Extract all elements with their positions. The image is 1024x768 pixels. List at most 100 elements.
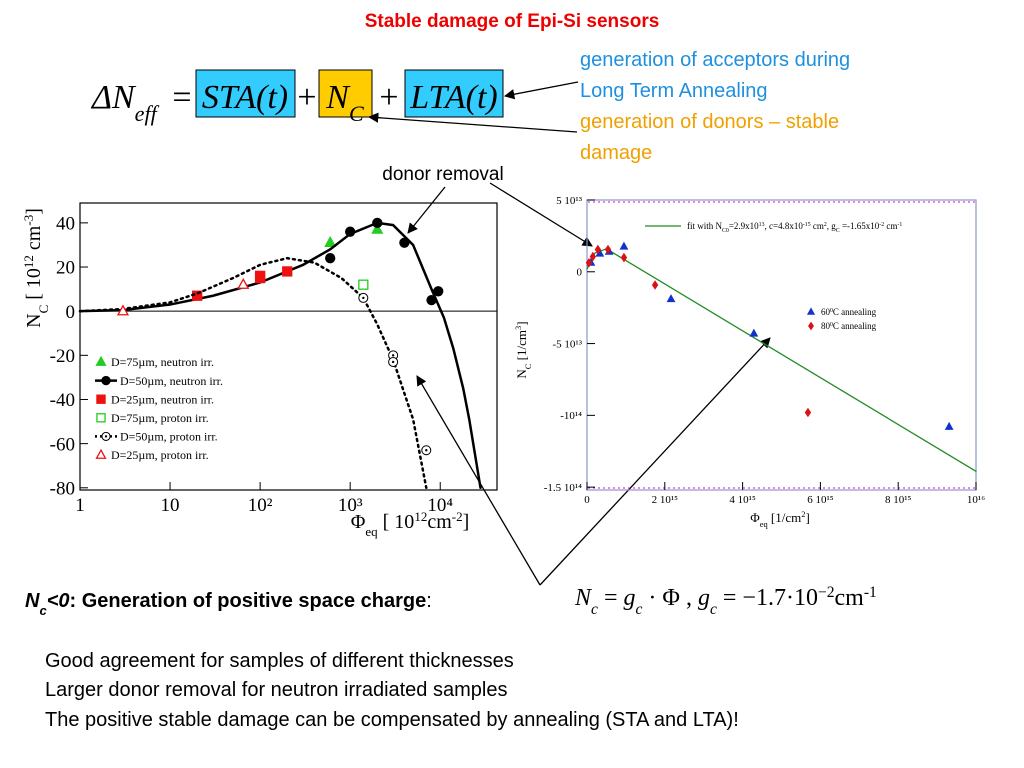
y-tick-label: 20 <box>56 258 75 279</box>
text-part: eff <box>135 101 160 126</box>
marker <box>651 280 659 290</box>
legend-label: 800C annealing <box>821 321 877 331</box>
equation-sta: STA(t) <box>202 79 288 116</box>
annotation: Long Term Annealing <box>580 80 768 102</box>
arrow <box>489 182 593 247</box>
text-part: -3 <box>21 215 36 226</box>
marker <box>806 307 816 315</box>
y-tick-label: 0 <box>66 302 76 323</box>
legend-label: D=50µm, neutron irr. <box>120 374 223 388</box>
text-part: ] <box>514 321 529 325</box>
marker-dot <box>391 354 395 357</box>
text-part: 12 <box>21 255 36 268</box>
text-part: C <box>349 101 364 126</box>
y-tick-label: 5 10¹³ <box>556 195 583 207</box>
text-part: 12 <box>414 509 427 524</box>
marker <box>371 222 384 234</box>
text-part: ] <box>805 510 809 525</box>
text-part: c <box>39 603 47 618</box>
marker <box>808 321 814 331</box>
marker <box>324 235 337 247</box>
text-part: , c=4.8x10 <box>765 221 804 231</box>
marker <box>388 356 399 367</box>
bullet: The positive stable damage can be compen… <box>45 709 739 731</box>
equation-lhs: ΔNeff <box>90 79 160 126</box>
text-part: =-1.65x10 <box>840 221 880 231</box>
arrow <box>407 186 446 234</box>
text-part: ] <box>463 511 470 533</box>
marker <box>421 445 432 456</box>
arrow <box>539 337 771 586</box>
equation: ΔNeff = STA(t) + NC + LTA(t) <box>90 79 498 126</box>
marker <box>95 355 107 366</box>
text-part: C <box>36 305 51 314</box>
series <box>116 277 250 316</box>
text-part: C <box>836 228 840 234</box>
marker <box>944 421 954 430</box>
equation-nc: NC <box>325 79 364 126</box>
arrow <box>367 112 578 133</box>
annotation: generation of acceptors during <box>580 49 850 71</box>
marker <box>358 279 369 290</box>
marker-dot <box>104 435 108 438</box>
y-tick-label: -10¹⁴ <box>560 410 582 422</box>
y-tick-label: 0 <box>577 267 583 279</box>
x-tick-label: 2 10¹⁵ <box>652 494 679 506</box>
legend-box <box>90 352 265 470</box>
x-tick-label: 8 10¹⁵ <box>885 494 912 506</box>
legend-label: 600C annealing <box>821 307 877 317</box>
legend-label: D=50µm, proton irr. <box>120 430 218 444</box>
annotation: donor removal <box>382 164 503 185</box>
y-tick-label: -80 <box>50 478 75 499</box>
x-tick-label: 10 <box>161 495 180 516</box>
text-part: 0 <box>830 308 833 314</box>
marker <box>426 294 437 306</box>
text-part: 2 <box>801 509 805 519</box>
text-part: N <box>325 79 351 116</box>
text-part: C annealing <box>833 307 877 317</box>
marker <box>96 394 106 404</box>
marker <box>620 252 628 263</box>
lta-box <box>404 69 504 118</box>
text-part: C <box>523 363 533 369</box>
text-part: [1/cm <box>514 330 529 364</box>
text-part: c <box>710 601 717 618</box>
text-part: -15 <box>803 222 811 228</box>
arrow <box>503 81 579 100</box>
plot-frame <box>79 202 498 491</box>
y-tick-label: -20 <box>50 346 75 367</box>
bullet: Good agreement for samples of different … <box>45 650 514 672</box>
y-axis-label: NC [ 1012 cm-3] <box>21 208 51 328</box>
conclusion-heading: Nc<0: Generation of positive space charg… <box>25 590 432 618</box>
plot-frame <box>586 199 977 491</box>
annotation: generation of donors – stable <box>580 111 839 133</box>
marker <box>345 226 356 237</box>
equation-eq: = <box>172 79 191 116</box>
text-part: =2.9x10 <box>729 221 759 231</box>
text-part: -2 <box>452 509 463 524</box>
marker <box>589 251 597 262</box>
marker <box>372 217 383 229</box>
marker <box>101 375 111 386</box>
marker <box>619 241 629 250</box>
text-part: ] <box>23 208 45 215</box>
marker <box>399 237 410 248</box>
series <box>78 256 432 490</box>
text-part: c <box>591 601 598 618</box>
marker-dot <box>362 296 365 300</box>
text-part: [ 10 <box>378 511 415 533</box>
text-part: c <box>635 601 642 618</box>
text-part: −2 <box>818 584 835 601</box>
text-part: fit with N <box>687 221 722 231</box>
marker <box>666 294 676 303</box>
x-tick-label: 0 <box>584 494 590 506</box>
chart: 0 2 10¹⁵ 4 10¹⁵ 6 10¹⁵ 8 10¹⁵ 10¹⁶ 5 10¹³ 0 -5 1… <box>513 195 985 529</box>
conclusion-formula: Nc = gc · Φ , gc = −1.7·10−2cm-1 <box>574 584 877 618</box>
marker <box>433 286 444 297</box>
x-tick-label: 10² <box>248 495 273 516</box>
text-part: cm <box>811 221 824 231</box>
marker-dot <box>391 360 395 364</box>
text-part: C annealing <box>833 321 877 331</box>
text-part: <0 <box>47 590 70 612</box>
